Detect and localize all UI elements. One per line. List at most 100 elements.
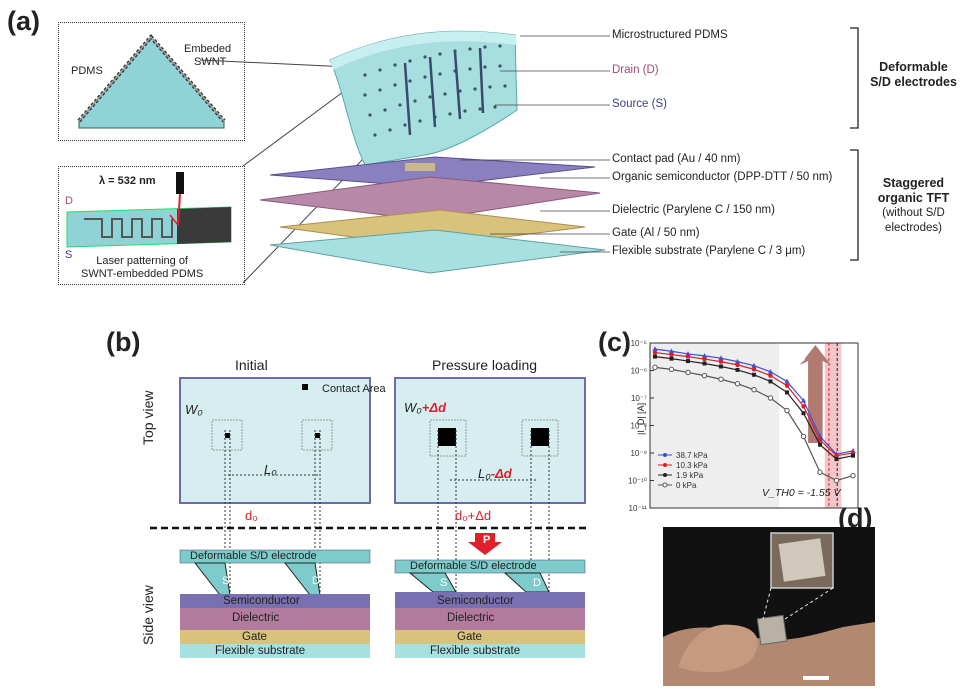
c-point (851, 453, 855, 458)
c-point (718, 355, 724, 361)
c-legend-marker (663, 473, 667, 477)
b-s-initial: S (222, 575, 230, 587)
l0-label: L₀ (264, 462, 277, 477)
label-source: Source (S) (612, 98, 667, 110)
b-sub-pressure: Flexible substrate (430, 645, 521, 657)
b-electrode-initial: Deformable S/D electrode (190, 550, 317, 562)
b-diel-pressure: Dielectric (447, 612, 495, 624)
c-point (652, 350, 658, 355)
c-point (850, 472, 856, 479)
c-point (734, 381, 741, 387)
c-point (767, 368, 774, 374)
laser-caption: Laser patterning of SWNT-embedded PDMS (81, 255, 204, 280)
label-gate: Gate (Al / 50 nm) (612, 227, 700, 239)
group-deformable: Deformable S/D electrodes (870, 60, 957, 89)
c-point (702, 361, 707, 366)
c-pressure-arrow (799, 345, 831, 443)
c-point (701, 372, 708, 379)
c-legend-marker (662, 482, 668, 488)
leader-lines (460, 27, 859, 261)
c-point (751, 387, 757, 393)
b-sub-initial: Flexible substrate (215, 645, 306, 657)
c-point (767, 395, 774, 401)
c-legend-label: 10.3 kPa (676, 461, 708, 470)
label-dielectric: Dielectric (Parylene C / 150 nm) (612, 204, 775, 216)
top-view-label: Top view (140, 390, 156, 445)
b-electrode-pressure: Deformable S/D electrode (410, 560, 537, 572)
cross-section-diagram (77, 33, 226, 129)
panel-label-a: (a) (7, 6, 40, 36)
inset-laser-patterning: λ = 532 nm D S Laser patterning of SWNT-… (58, 166, 245, 285)
c-point (817, 437, 823, 443)
group-staggered: Staggered organic TFT (without S/D elect… (877, 176, 950, 234)
b-diel-initial: Dielectric (232, 612, 280, 624)
c-legend-label: 38.7 kPa (676, 451, 708, 460)
label-organic-semiconductor: Organic semiconductor (DPP-DTT / 50 nm) (612, 171, 833, 183)
c-point (833, 477, 840, 484)
c-point (718, 359, 724, 364)
c-point (734, 358, 741, 364)
c-y-tick-label: 10⁻⁹ (630, 449, 647, 458)
label-drain: Drain (D) (612, 64, 659, 76)
c-point (701, 353, 708, 358)
c-point (686, 359, 690, 364)
b-initial-title: Initial (235, 357, 268, 373)
c-vth-label: V_TH0 = -1.55 V (762, 487, 841, 499)
laser-patterning-diagram (66, 172, 232, 248)
source-s-label: S (65, 249, 73, 261)
panel-b-diagram (150, 377, 590, 658)
b-semi-pressure: Semiconductor (437, 595, 514, 607)
c-point (668, 366, 675, 373)
b-gate-pressure: Gate (457, 631, 482, 643)
label-microstructured-pdms: Microstructured PDMS (612, 29, 728, 41)
c-point (800, 433, 807, 440)
w0-delta-label: W₀+Δd (404, 400, 447, 415)
pressure-arrow-label: P (483, 534, 491, 546)
c-point (668, 348, 675, 354)
c-point (785, 390, 789, 395)
panel-label-b: (b) (106, 327, 141, 357)
c-point (652, 346, 658, 352)
label-contact-pad: Contact pad (Au / 40 nm) (612, 153, 741, 165)
c-point (735, 362, 740, 368)
c-point (719, 364, 723, 369)
c-point (702, 356, 707, 362)
c-point (669, 356, 674, 361)
c-point (834, 457, 839, 462)
wavelength-label: λ = 532 nm (99, 175, 156, 187)
c-point (669, 352, 674, 357)
c-y-tick-label: 10⁻¹¹ (629, 504, 648, 513)
c-point (784, 378, 790, 384)
c-point (653, 354, 657, 359)
c-point (685, 354, 691, 359)
c-point (735, 367, 740, 372)
b-d-pressure: D (533, 577, 541, 589)
pdms-label: PDMS (71, 65, 103, 77)
w0-label: W₀ (185, 402, 203, 417)
l0-delta-label: L₀-Δd (478, 466, 512, 481)
c-y-tick-label: 10⁻⁶ (631, 367, 647, 376)
c-point (685, 369, 691, 376)
c-point (751, 362, 757, 368)
b-pressure-title: Pressure loading (432, 357, 538, 373)
c-y-tick-label: 10⁻⁸ (631, 422, 648, 431)
c-point (784, 383, 790, 388)
c-y-tick-label: 10⁻⁷ (631, 394, 647, 403)
contact-area-label: Contact Area (322, 383, 386, 395)
transfer-curve-chart: 10⁻⁵ 10⁻⁶ 10⁻⁷ 10⁻⁸ 10⁻⁹ 10⁻¹⁰ 10⁻¹¹ 38.7 kPa10… (628, 339, 859, 513)
device-stack-illustration (259, 30, 606, 274)
b-semi-initial: Semiconductor (223, 595, 300, 607)
b-d-initial: D (312, 575, 320, 587)
c-point (685, 351, 691, 356)
c-point (768, 379, 773, 384)
c-pressure-p: P (798, 355, 806, 367)
c-point (768, 373, 773, 378)
c-point (817, 469, 823, 475)
b-s-pressure: S (440, 577, 448, 589)
c-legend-marker (663, 453, 667, 457)
c-y-tick-label: 10⁻⁵ (631, 339, 647, 348)
wrist-photo (663, 527, 875, 686)
c-legend-marker (663, 463, 667, 467)
label-flexible-substrate: Flexible substrate (Parylene C / 3 μm) (612, 245, 806, 257)
c-point (718, 376, 724, 382)
